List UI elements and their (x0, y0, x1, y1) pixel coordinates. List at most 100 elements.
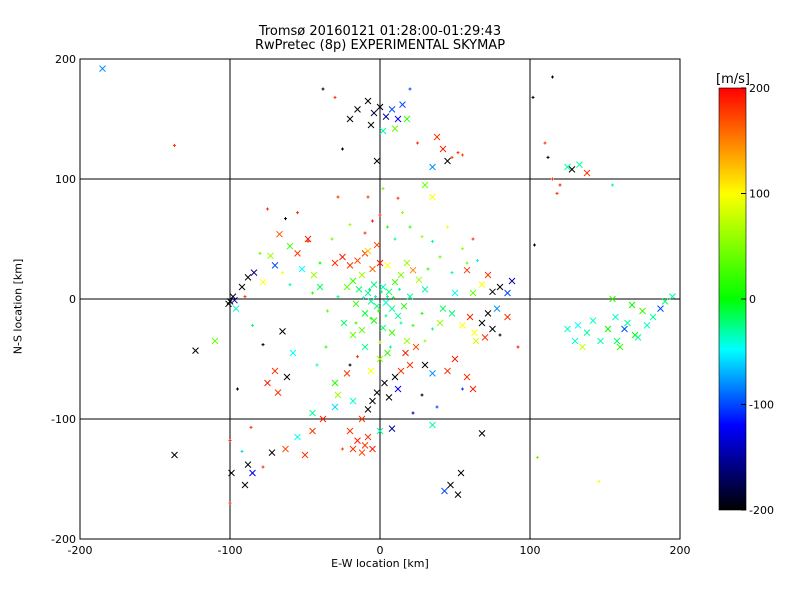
data-point (268, 449, 276, 456)
data-point (546, 155, 550, 159)
data-point (574, 322, 582, 329)
data-point (228, 469, 235, 477)
data-point (367, 367, 375, 375)
colorbar-tick-label: -100 (749, 399, 774, 412)
data-point (259, 278, 267, 286)
data-point (354, 437, 361, 444)
data-point (331, 403, 339, 411)
data-point (339, 253, 346, 261)
data-point (609, 295, 616, 303)
data-point (251, 323, 254, 327)
data-point (348, 363, 352, 367)
data-point (423, 339, 427, 343)
data-point (306, 239, 310, 243)
data-point (261, 343, 265, 347)
data-point (451, 289, 459, 297)
data-point (478, 319, 486, 327)
data-point (225, 300, 232, 308)
data-point (392, 296, 395, 300)
data-point (551, 75, 554, 79)
data-point (429, 421, 436, 429)
data-point (398, 287, 401, 291)
data-point (589, 317, 597, 324)
data-point (379, 127, 387, 135)
data-point (476, 259, 479, 263)
data-point (382, 113, 390, 120)
data-point (241, 481, 249, 489)
colorbar-ticks: 200 100 0 -100 -200 (741, 82, 774, 517)
data-point (373, 241, 381, 249)
data-point (394, 115, 402, 123)
data-point (643, 322, 651, 329)
y-tick-label: 200 (55, 53, 76, 66)
data-point (543, 141, 547, 145)
axis-ticks: -200 -100 0 100 200 -200 -100 0 100 200 (51, 53, 690, 557)
data-point (571, 337, 579, 345)
data-point (324, 345, 328, 349)
data-point (382, 299, 390, 306)
data-point (461, 387, 464, 391)
data-point (261, 465, 265, 469)
data-point (364, 247, 372, 255)
data-point (429, 163, 436, 171)
data-point (444, 367, 451, 375)
data-point (228, 501, 232, 505)
data-point (391, 278, 399, 286)
y-tick-label: -200 (51, 533, 76, 546)
data-point (358, 449, 366, 456)
data-point (244, 274, 252, 281)
data-point (611, 183, 614, 187)
data-point (420, 235, 424, 239)
data-point (471, 329, 478, 336)
data-point (489, 288, 496, 296)
data-point (420, 393, 424, 397)
data-point (388, 425, 396, 432)
data-point (446, 225, 449, 229)
data-point (385, 394, 393, 401)
data-point (454, 491, 462, 498)
data-point (412, 343, 420, 351)
data-point (346, 427, 354, 435)
data-point (466, 313, 474, 321)
data-point (393, 237, 397, 241)
data-point (429, 370, 436, 377)
data-point (429, 193, 436, 201)
data-point (336, 295, 340, 299)
data-point (373, 157, 381, 165)
data-point (463, 373, 471, 381)
data-point (361, 442, 369, 449)
data-point (531, 95, 535, 99)
data-point (597, 337, 604, 345)
data-point (330, 237, 334, 241)
data-point (309, 427, 316, 435)
data-point (457, 469, 465, 477)
data-point (403, 115, 411, 123)
data-point (376, 427, 384, 435)
data-point (244, 461, 252, 468)
data-point (381, 379, 388, 387)
data-point (564, 325, 571, 333)
data-point (463, 266, 471, 274)
data-point (386, 295, 389, 299)
data-point (536, 455, 539, 459)
data-point (369, 445, 376, 453)
data-point (661, 298, 669, 305)
data-point (346, 262, 354, 269)
data-point (361, 310, 369, 317)
data-point (341, 147, 344, 151)
data-point (373, 389, 381, 396)
data-point (388, 329, 396, 336)
data-point (358, 271, 366, 279)
data-point (374, 295, 377, 299)
data-point (408, 225, 412, 229)
data-point (447, 481, 454, 489)
data-point (402, 349, 409, 357)
data-point (333, 95, 337, 99)
data-point (508, 277, 516, 285)
data-point (489, 325, 496, 333)
data-point (478, 430, 486, 437)
data-point (504, 313, 511, 321)
data-point (318, 261, 322, 265)
data-point (496, 283, 504, 291)
